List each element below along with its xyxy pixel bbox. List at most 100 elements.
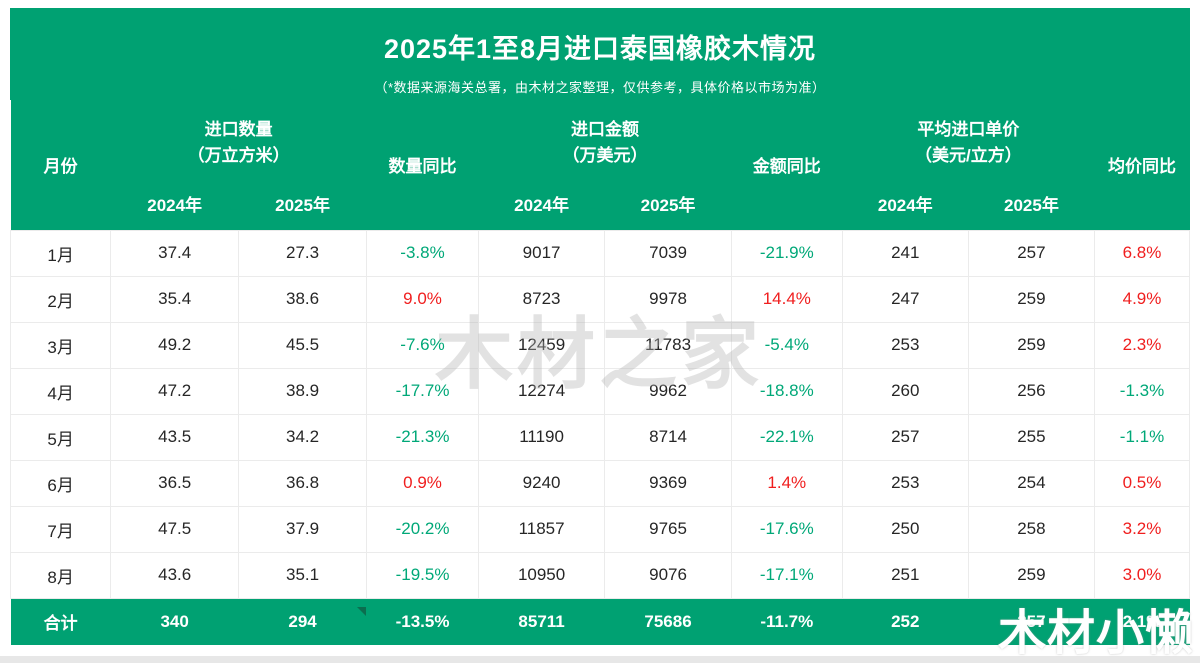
cell-amt-yoy: -18.8% xyxy=(730,367,843,415)
cell-corner-marker xyxy=(357,607,366,616)
col-header-price-2024: 2024年 xyxy=(842,186,969,230)
total-price-yoy: 2.1% xyxy=(1094,598,1190,645)
header: 2025年1至8月进口泰国橡胶木情况 （*数据来源海关总署，由木材之家整理，仅供… xyxy=(10,8,1190,100)
col-header-quantity-group: 进口数量 （万立方米） xyxy=(110,100,367,186)
table-body: 1月 37.4 27.3 -3.8% 9017 7039 -21.9% 241 … xyxy=(9,229,1191,599)
col-header-qty-2025: 2025年 xyxy=(238,186,367,230)
col-header-amount-yoy: 金额同比 xyxy=(731,100,843,230)
cell-price-yoy: 6.8% xyxy=(1093,229,1191,277)
price-group-title: 平均进口单价 xyxy=(917,120,1020,139)
table-footer: 合计 340 294 -13.5% 85711 75686 -11.7% 252… xyxy=(10,598,1190,645)
cell-qty-2025: 36.8 xyxy=(238,459,368,507)
cell-qty-yoy: -17.7% xyxy=(366,367,480,415)
cell-amt-yoy: -17.1% xyxy=(730,551,843,599)
total-qty-yoy: -13.5% xyxy=(366,598,479,645)
cell-amt-2025: 9978 xyxy=(604,275,732,323)
table-row: 8月 43.6 35.1 -19.5% 10950 9076 -17.1% 25… xyxy=(9,551,1191,599)
cell-amt-2024: 10950 xyxy=(478,551,606,599)
cell-qty-yoy: 0.9% xyxy=(366,459,480,507)
cell-qty-2025: 45.5 xyxy=(238,321,368,369)
cell-qty-yoy: -3.8% xyxy=(366,229,480,277)
cell-amt-yoy: -22.1% xyxy=(730,413,843,461)
cell-price-2025: 259 xyxy=(967,321,1095,369)
cell-price-2025: 259 xyxy=(967,275,1095,323)
cell-month: 8月 xyxy=(9,551,112,599)
cell-amt-2024: 12274 xyxy=(478,367,606,415)
header-year-row: 2024年 2025年 2024年 2025年 2024年 2025年 xyxy=(11,186,1190,230)
cell-qty-yoy: -20.2% xyxy=(366,505,480,553)
table-row: 5月 43.5 34.2 -21.3% 11190 8714 -22.1% 25… xyxy=(9,413,1191,461)
cell-month: 5月 xyxy=(9,413,112,461)
cell-price-2024: 253 xyxy=(841,459,969,507)
col-header-month: 月份 xyxy=(10,100,111,230)
cell-qty-2025: 27.3 xyxy=(238,229,368,277)
amount-group-unit: （万美元） xyxy=(562,146,648,165)
cell-price-2024: 247 xyxy=(841,275,969,323)
cell-price-2024: 251 xyxy=(841,551,969,599)
cell-price-2025: 256 xyxy=(967,367,1095,415)
col-header-quantity-yoy: 数量同比 xyxy=(366,100,479,230)
table-row: 2月 35.4 38.6 9.0% 8723 9978 14.4% 247 25… xyxy=(9,275,1191,323)
cell-price-2024: 260 xyxy=(841,367,969,415)
price-group-unit: （美元/立方） xyxy=(914,146,1022,165)
cell-price-2024: 257 xyxy=(841,413,969,461)
cell-qty-2025: 38.9 xyxy=(238,367,368,415)
cell-amt-2025: 7039 xyxy=(604,229,732,277)
cell-price-2024: 241 xyxy=(841,229,969,277)
cell-qty-2024: 35.4 xyxy=(110,275,240,323)
cell-amt-yoy: -5.4% xyxy=(730,321,843,369)
cell-amt-2024: 11857 xyxy=(478,505,606,553)
cell-price-yoy: -1.3% xyxy=(1093,367,1191,415)
cell-qty-2024: 47.5 xyxy=(110,505,240,553)
cell-price-yoy: -1.1% xyxy=(1093,413,1191,461)
cell-month: 3月 xyxy=(9,321,112,369)
col-header-price-2025: 2025年 xyxy=(968,186,1095,230)
cell-amt-2025: 9369 xyxy=(604,459,732,507)
cell-price-2025: 257 xyxy=(967,229,1095,277)
table-header: 月份 进口数量 （万立方米） 数量同比 进口金额 （万美元） 金额同比 平均进口… xyxy=(10,100,1190,230)
cell-price-yoy: 0.5% xyxy=(1093,459,1191,507)
cell-month: 7月 xyxy=(9,505,112,553)
cell-qty-yoy: -19.5% xyxy=(366,551,480,599)
cell-qty-2024: 43.5 xyxy=(110,413,240,461)
col-header-amt-2025: 2025年 xyxy=(604,186,732,230)
cell-price-2025: 258 xyxy=(967,505,1095,553)
cell-price-2025: 255 xyxy=(967,413,1095,461)
page-title: 2025年1至8月进口泰国橡胶木情况 xyxy=(383,34,817,64)
cell-amt-yoy: -21.9% xyxy=(730,229,843,277)
col-header-amt-2024: 2024年 xyxy=(478,186,605,230)
cell-qty-2024: 47.2 xyxy=(110,367,240,415)
cell-qty-2024: 43.6 xyxy=(110,551,240,599)
cell-month: 1月 xyxy=(9,229,112,277)
cell-month: 2月 xyxy=(9,275,112,323)
col-header-price-yoy: 均价同比 xyxy=(1094,100,1190,230)
quantity-group-title: 进口数量 xyxy=(204,120,273,139)
cell-qty-2024: 49.2 xyxy=(110,321,240,369)
table-row: 1月 37.4 27.3 -3.8% 9017 7039 -21.9% 241 … xyxy=(9,229,1191,277)
table-row: 4月 47.2 38.9 -17.7% 12274 9962 -18.8% 26… xyxy=(9,367,1191,415)
cell-amt-yoy: 14.4% xyxy=(730,275,843,323)
cell-price-2024: 253 xyxy=(841,321,969,369)
total-price-2024: 252 xyxy=(842,598,969,645)
import-data-table: 月份 进口数量 （万立方米） 数量同比 进口金额 （万美元） 金额同比 平均进口… xyxy=(9,100,1191,645)
cell-price-2024: 250 xyxy=(841,505,969,553)
total-label: 合计 xyxy=(10,598,111,645)
col-header-qty-2024: 2024年 xyxy=(110,186,239,230)
cell-month: 4月 xyxy=(9,367,112,415)
total-qty-2025: 294 xyxy=(238,598,367,645)
cell-price-yoy: 4.9% xyxy=(1093,275,1191,323)
total-amt-yoy: -11.7% xyxy=(731,598,843,645)
cell-price-yoy: 3.2% xyxy=(1093,505,1191,553)
table-row: 3月 49.2 45.5 -7.6% 12459 11783 -5.4% 253… xyxy=(9,321,1191,369)
col-header-price-group: 平均进口单价 （美元/立方） xyxy=(842,100,1095,186)
cell-price-2025: 259 xyxy=(967,551,1095,599)
quantity-group-unit: （万立方米） xyxy=(187,146,290,165)
total-amt-2025: 75686 xyxy=(604,598,732,645)
table-row: 6月 36.5 36.8 0.9% 9240 9369 1.4% 253 254… xyxy=(9,459,1191,507)
report-card: 2025年1至8月进口泰国橡胶木情况 （*数据来源海关总署，由木材之家整理，仅供… xyxy=(9,8,1193,660)
cell-qty-2024: 36.5 xyxy=(110,459,240,507)
cell-amt-yoy: -17.6% xyxy=(730,505,843,553)
cell-qty-2025: 34.2 xyxy=(238,413,368,461)
cell-qty-2024: 37.4 xyxy=(110,229,240,277)
cell-amt-2024: 9240 xyxy=(478,459,606,507)
